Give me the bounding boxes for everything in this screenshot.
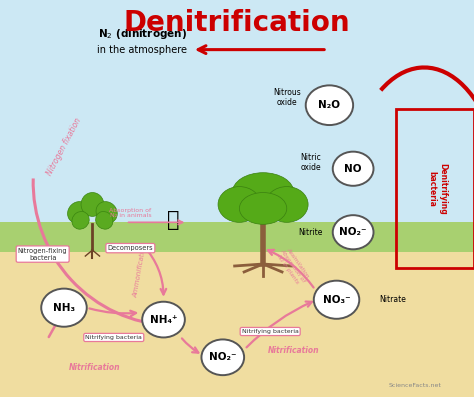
Text: Nitrite: Nitrite	[298, 228, 323, 237]
Text: Nitrification: Nitrification	[268, 346, 319, 355]
Ellipse shape	[218, 187, 261, 222]
Ellipse shape	[232, 173, 294, 212]
Text: Nitrous
oxide: Nitrous oxide	[273, 88, 301, 107]
Ellipse shape	[96, 202, 117, 223]
Circle shape	[201, 339, 244, 375]
Text: ScienceFacts.net: ScienceFacts.net	[388, 383, 441, 388]
Text: NO₂⁻: NO₂⁻	[339, 227, 367, 237]
Bar	[0, 0, 474, 230]
Text: NO₂⁻: NO₂⁻	[209, 352, 237, 362]
Ellipse shape	[96, 212, 113, 229]
Circle shape	[333, 152, 374, 186]
Text: NO: NO	[345, 164, 362, 174]
Text: Denitrifying
bacteria: Denitrifying bacteria	[428, 163, 447, 214]
Text: N₂O: N₂O	[319, 100, 340, 110]
Text: Nitric
oxide: Nitric oxide	[301, 153, 321, 172]
Text: Absorption of
N₂ in animals: Absorption of N₂ in animals	[109, 208, 151, 218]
Text: Ammonification: Ammonification	[132, 242, 147, 298]
Text: Nitrification: Nitrification	[69, 363, 120, 372]
Text: Nitrogen fixation: Nitrogen fixation	[45, 117, 83, 177]
Circle shape	[306, 85, 353, 125]
Ellipse shape	[265, 187, 308, 222]
Ellipse shape	[239, 193, 287, 224]
Bar	[0, 238, 474, 397]
Ellipse shape	[72, 212, 89, 229]
Text: Nitrate: Nitrate	[379, 295, 406, 304]
Text: Denitrification: Denitrification	[124, 9, 350, 37]
Bar	[0, 222, 474, 252]
Text: in the atmosphere: in the atmosphere	[97, 44, 187, 55]
Text: Nitrifying bacteria: Nitrifying bacteria	[85, 335, 142, 340]
Text: 🐄: 🐄	[167, 210, 179, 230]
Circle shape	[314, 281, 359, 319]
Text: NH₄⁺: NH₄⁺	[150, 314, 177, 325]
Text: Nitrifying bacteria: Nitrifying bacteria	[242, 329, 299, 334]
Circle shape	[333, 215, 374, 249]
Text: NH₃: NH₃	[53, 303, 75, 313]
Text: N$_2$ (dinitrogen): N$_2$ (dinitrogen)	[98, 27, 187, 41]
Ellipse shape	[81, 193, 104, 216]
Text: NO₃⁻: NO₃⁻	[323, 295, 350, 305]
Text: Decomposers: Decomposers	[108, 245, 153, 251]
Text: Nitrogen-fixing
bacteria: Nitrogen-fixing bacteria	[18, 248, 67, 260]
Text: Assimilation
Absorption of
N₂ in plants: Assimilation Absorption of N₂ in plants	[275, 245, 311, 287]
Circle shape	[142, 302, 185, 337]
Ellipse shape	[68, 202, 89, 223]
Circle shape	[41, 289, 87, 327]
